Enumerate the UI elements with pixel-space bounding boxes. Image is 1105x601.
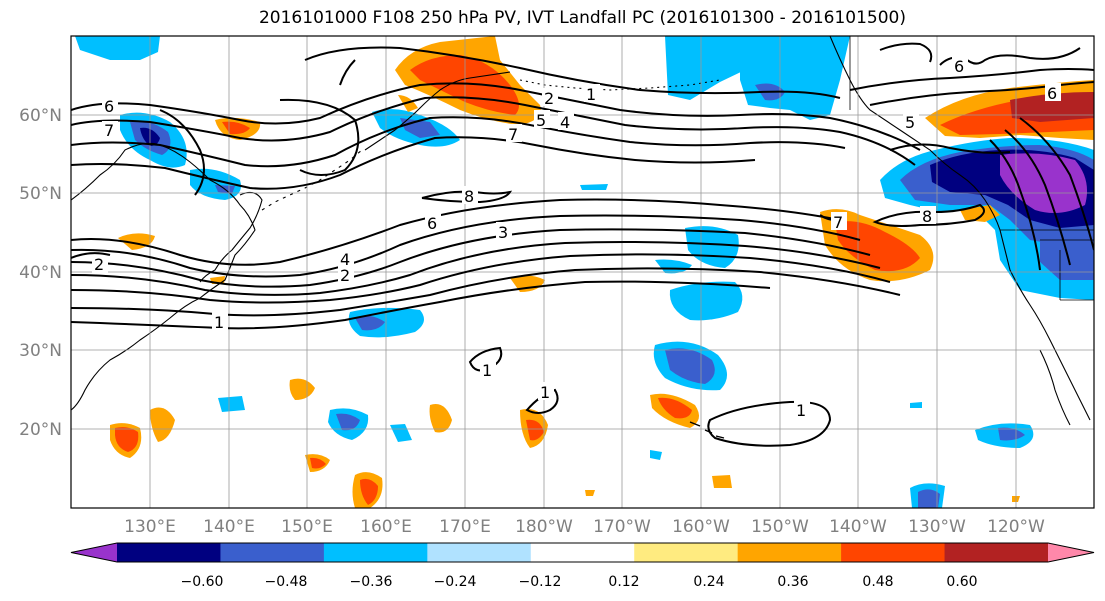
lon-labels: 130°E 140°E 150°E 160°E 170°E 180°W 170°… [124, 517, 1045, 537]
colorbar-segment [323, 543, 428, 562]
lon-label: 120°W [987, 517, 1045, 537]
colorbar-segment [530, 543, 635, 562]
lon-label: 140°W [829, 517, 887, 537]
lon-label: 130°W [908, 517, 966, 537]
lon-label: 180°W [515, 517, 573, 537]
contour-label: 8 [464, 187, 474, 206]
lon-label: 170°E [439, 517, 491, 537]
contour-label: 6 [104, 97, 114, 116]
map-frame [70, 35, 1095, 509]
contour-labels: 6 7 2 1 8 6 3 4 2 2 1 7 4 5 [92, 56, 1061, 420]
colorbar-segment [841, 543, 946, 562]
colorbar-extend-high [1048, 543, 1094, 562]
colorbar-extend-low [71, 543, 117, 562]
contour-label: 1 [214, 313, 224, 332]
colorbar-label: −0.48 [265, 574, 308, 590]
colorbar-label: 0.48 [862, 574, 893, 590]
contour-label: 1 [482, 361, 492, 380]
contour-label: 5 [905, 113, 915, 132]
contour-label: 5 [536, 111, 546, 130]
contour-label: 4 [340, 250, 350, 269]
colorbar-segment [737, 543, 842, 562]
lon-label: 170°W [593, 517, 651, 537]
map-title: 2016101000 F108 250 hPa PV, IVT Landfall… [258, 8, 906, 28]
contour-label: 7 [508, 125, 518, 144]
contour-label: 2 [340, 266, 350, 285]
lon-label: 160°E [360, 517, 412, 537]
contour-label: 1 [586, 85, 596, 104]
colorbar-outline [70, 542, 1095, 563]
colorbar-label: 0.36 [777, 574, 808, 590]
lat-label: 40°N [19, 263, 62, 283]
contour-label: 4 [560, 113, 570, 132]
colorbar-segment [944, 543, 1049, 562]
contour-label: 2 [544, 89, 554, 108]
contour-label: 3 [498, 223, 508, 242]
colorbar-label: −0.24 [434, 574, 477, 590]
lat-labels: 60°N 50°N 40°N 30°N 20°N [19, 106, 62, 440]
colorbar-segment [220, 543, 325, 562]
contour-label: 6 [1047, 84, 1057, 103]
lon-label: 150°E [281, 517, 333, 537]
lon-label: 150°W [751, 517, 809, 537]
lat-label: 20°N [19, 420, 62, 440]
contour-label: 8 [922, 207, 932, 226]
colorbar-labels: −0.60 −0.48 −0.36 −0.24 −0.12 0.12 0.24 … [181, 574, 978, 590]
colorbar-segment [634, 543, 739, 562]
contour-label: 7 [833, 213, 843, 232]
colorbar-label: 0.60 [946, 574, 977, 590]
colorbar-label: −0.60 [181, 574, 224, 590]
lon-label: 140°E [203, 517, 255, 537]
contour-label: 2 [94, 255, 104, 274]
colorbar-label: −0.12 [519, 574, 562, 590]
contour-label: 7 [104, 121, 114, 140]
lon-label: 160°W [672, 517, 730, 537]
colorbar-label: 0.24 [693, 574, 724, 590]
colorbar-label: −0.36 [350, 574, 393, 590]
contour-label: 6 [954, 57, 964, 76]
lat-label: 30°N [19, 341, 62, 361]
colorbar-segment [427, 543, 532, 562]
lon-label: 130°E [124, 517, 176, 537]
colorbar [70, 542, 1095, 563]
contour-label: 1 [540, 383, 550, 402]
contour-label: 6 [427, 214, 437, 233]
colorbar-segment [117, 543, 221, 562]
contour-label: 1 [796, 401, 806, 420]
lat-label: 60°N [19, 106, 62, 126]
colorbar-label: 0.12 [608, 574, 639, 590]
lat-label: 50°N [19, 184, 62, 204]
